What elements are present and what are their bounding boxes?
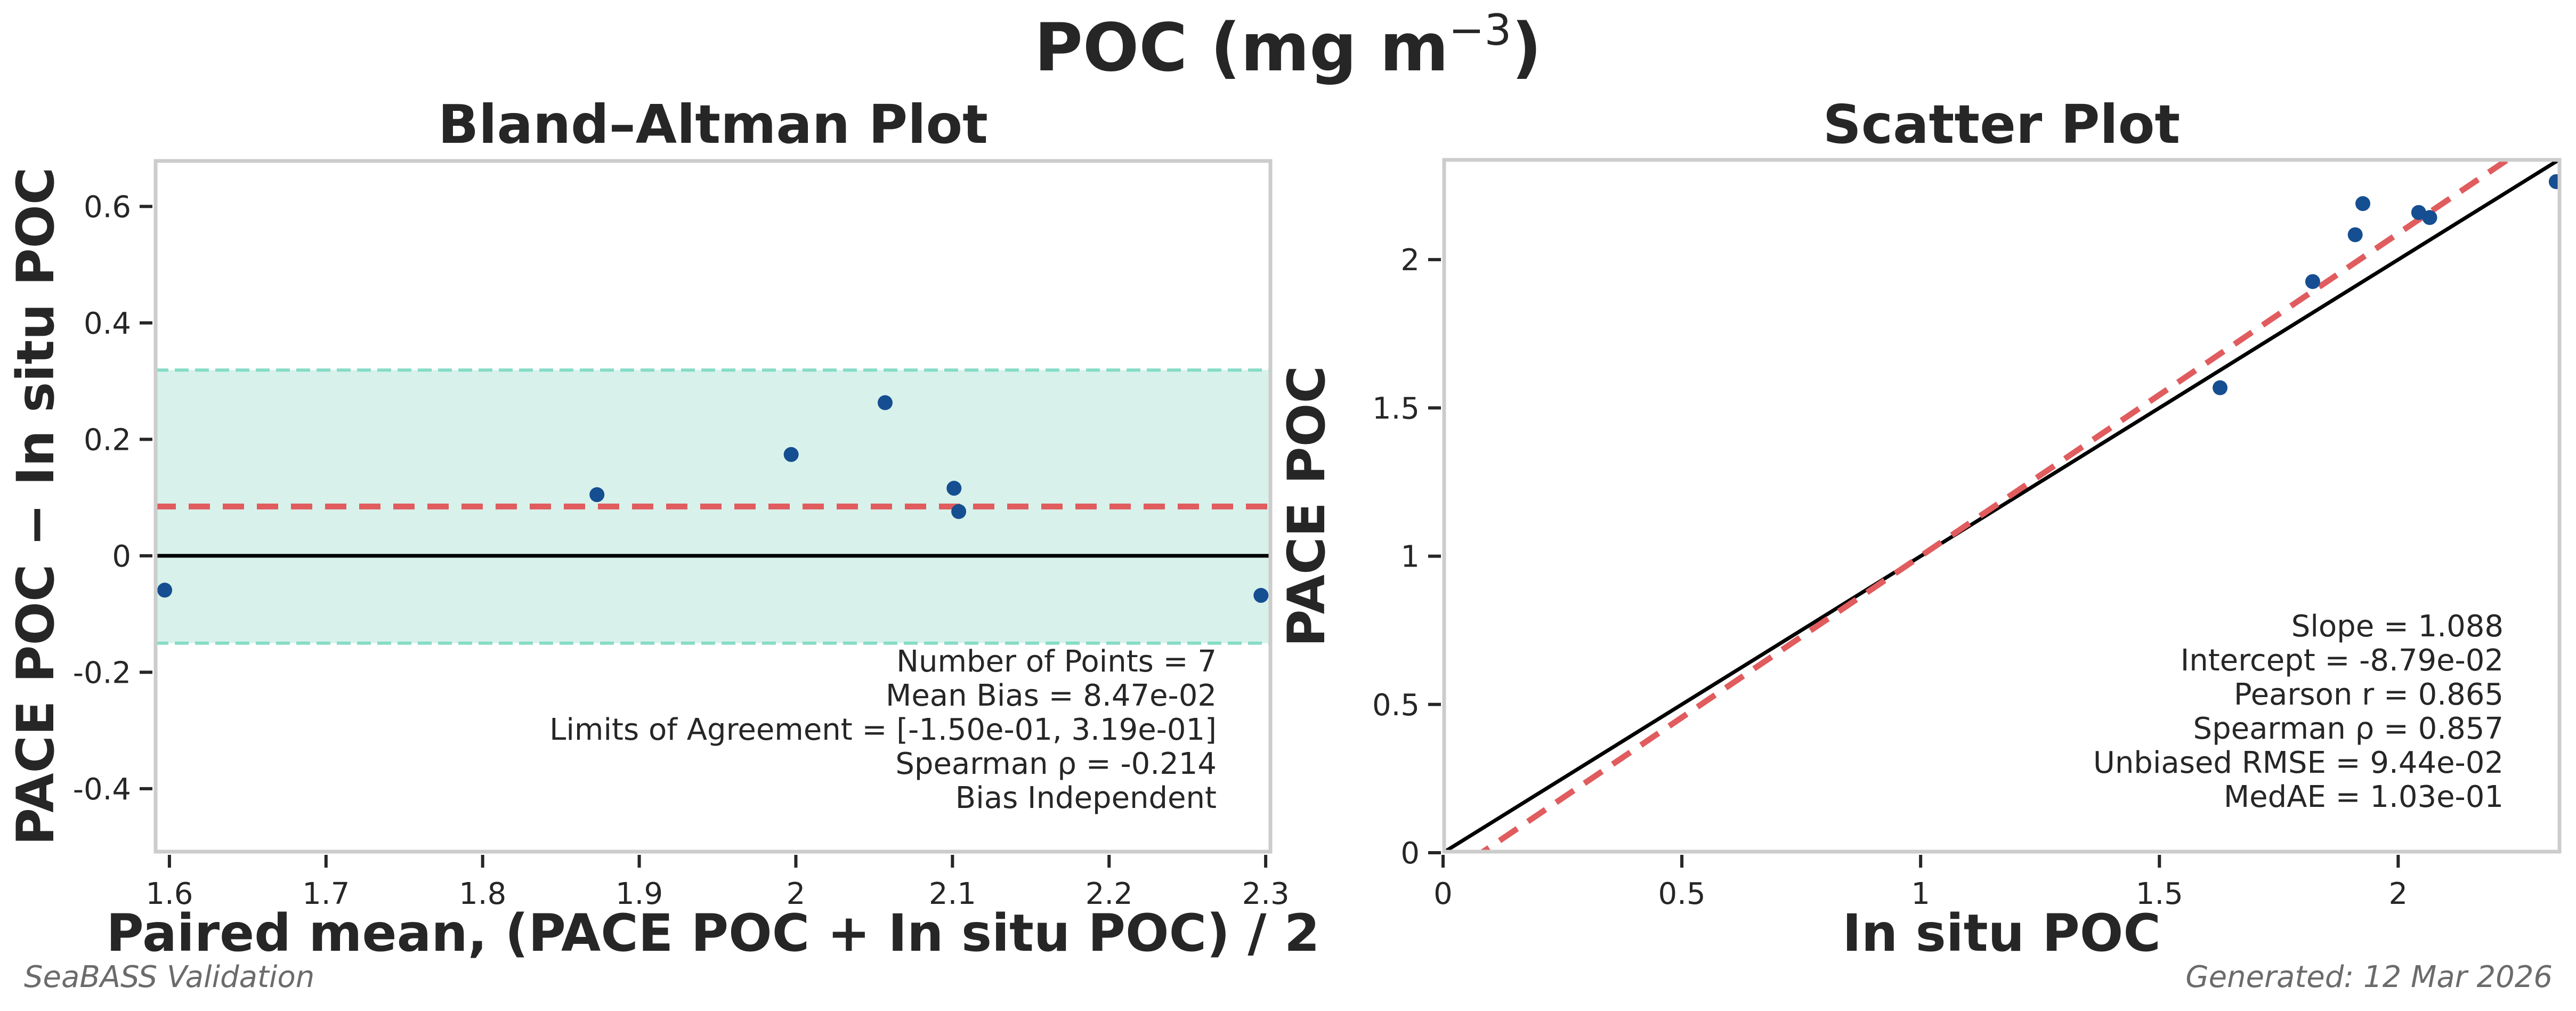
sc-stat-medae: MedAE = 1.03e-01 (2224, 780, 2504, 814)
bland-altman-point (783, 447, 799, 462)
ba-y-tick-label: 0 (112, 539, 131, 574)
bland-altman-x-label: Paired mean, (PACE POC + In situ POC) / … (106, 903, 1319, 963)
suptitle-main: POC (mg m (1034, 10, 1448, 86)
bland-altman-point (946, 481, 962, 496)
ba-x-tick-label: 2.1 (929, 877, 976, 911)
bland-altman-point (589, 487, 605, 503)
sc-stat-pearson: Pearson r = 0.865 (2234, 677, 2504, 712)
scatter-plot-area (1443, 159, 2561, 853)
bland-altman-y-ticks: -0.4 -0.2 0 0.2 0.4 0.6 (73, 190, 152, 807)
scatter-point (2548, 174, 2561, 189)
scatter-point (2422, 210, 2437, 225)
sc-x-tick-label: 0.5 (1658, 877, 1706, 911)
bland-altman-point (951, 504, 967, 519)
scatter-point (2213, 380, 2228, 395)
ba-x-tick-label: 2 (787, 877, 806, 911)
ba-x-tick-label: 2.2 (1086, 877, 1133, 911)
bland-altman-point (877, 395, 893, 410)
bland-altman-plot-area (155, 368, 1271, 645)
scatter-x-ticks: 0 0.5 1 1.5 2 (1433, 855, 2408, 911)
ba-x-tick-label: 1.9 (615, 877, 663, 911)
scatter-y-label: PACE POC (1277, 366, 1336, 647)
footer-source: SeaBASS Validation (24, 960, 314, 994)
sc-stat-intercept: Intercept = -8.79e-02 (2181, 643, 2504, 678)
scatter-x-label: In situ POC (1842, 903, 2161, 963)
bland-altman-title: Bland–Altman Plot (438, 93, 988, 156)
sc-stat-spearman: Spearman ρ = 0.857 (2193, 711, 2504, 746)
bland-altman-x-ticks: 1.6 1.7 1.8 1.9 2 2.1 2.2 2.3 (145, 855, 1290, 911)
ba-stat-loa: Limits of Agreement = [-1.50e-01, 3.19e-… (549, 713, 1217, 747)
ba-y-tick-label: 0.2 (84, 423, 131, 457)
ba-stat-bias-independent: Bias Independent (955, 781, 1217, 815)
ba-stat-spearman: Spearman ρ = -0.214 (895, 747, 1217, 781)
ba-y-tick-label: -0.4 (73, 772, 131, 807)
suptitle-close: ) (1511, 10, 1542, 86)
sc-x-tick-label: 0 (1433, 877, 1453, 911)
sc-y-tick-label: 1.5 (1372, 391, 1420, 426)
suptitle-superscript: −3 (1448, 5, 1511, 55)
sc-y-tick-label: 2 (1400, 243, 1420, 278)
ba-stat-points: Number of Points = 7 (896, 644, 1217, 679)
bland-altman-frame (153, 159, 1273, 854)
ba-x-tick-label: 1.7 (302, 877, 350, 911)
sc-y-tick-label: 0.5 (1372, 688, 1420, 723)
sc-y-tick-label: 0 (1400, 836, 1420, 871)
scatter-point (2355, 196, 2370, 212)
sc-stat-slope: Slope = 1.088 (2291, 609, 2504, 644)
ba-x-tick-label: 1.8 (459, 877, 506, 911)
bland-altman-point (157, 583, 173, 598)
scatter-title: Scatter Plot (1823, 93, 2180, 156)
scatter-y-ticks: 0 0.5 1 1.5 2 (1372, 243, 1441, 871)
ba-x-tick-label: 1.6 (145, 877, 193, 911)
bland-altman-stats: Number of Points = 7 Mean Bias = 8.47e-0… (549, 644, 1217, 815)
sc-stat-ubrmse: Unbiased RMSE = 9.44e-02 (2093, 746, 2504, 780)
bland-altman-y-label: PACE POC − In situ POC (6, 167, 66, 846)
regression-fit-line (1476, 159, 2514, 853)
ba-x-tick-label: 2.3 (1242, 877, 1290, 911)
scatter-panel: Scatter Plot 0 0.5 1 1.5 2 0 0.5 1 1.5 2 In situ… (1277, 93, 2562, 963)
identity-line (1443, 159, 2561, 853)
scatter-point (2347, 227, 2363, 242)
ba-stat-mean-bias: Mean Bias = 8.47e-02 (886, 678, 1217, 713)
scatter-stats: Slope = 1.088 Intercept = -8.79e-02 Pear… (2093, 609, 2504, 814)
ba-y-tick-label: 0.4 (84, 306, 131, 341)
scatter-frame (1442, 158, 2562, 854)
bland-altman-point (1253, 588, 1269, 603)
sc-y-tick-label: 1 (1400, 540, 1420, 575)
scatter-point (2305, 274, 2320, 289)
sc-x-tick-label: 2 (2388, 877, 2408, 911)
sc-x-tick-label: 1 (1911, 877, 1930, 911)
bland-altman-panel: Bland–Altman Plot 1.6 1.7 1.8 1.9 2 2.1 2.2 2.3… (6, 93, 1320, 963)
ba-y-tick-label: 0.6 (84, 190, 131, 224)
ba-y-tick-label: -0.2 (73, 656, 131, 690)
sc-x-tick-label: 1.5 (2136, 877, 2183, 911)
footer-generated-date: Generated: 12 Mar 2026 (2185, 960, 2553, 994)
figure-suptitle: POC (mg m−3) (1034, 5, 1542, 86)
